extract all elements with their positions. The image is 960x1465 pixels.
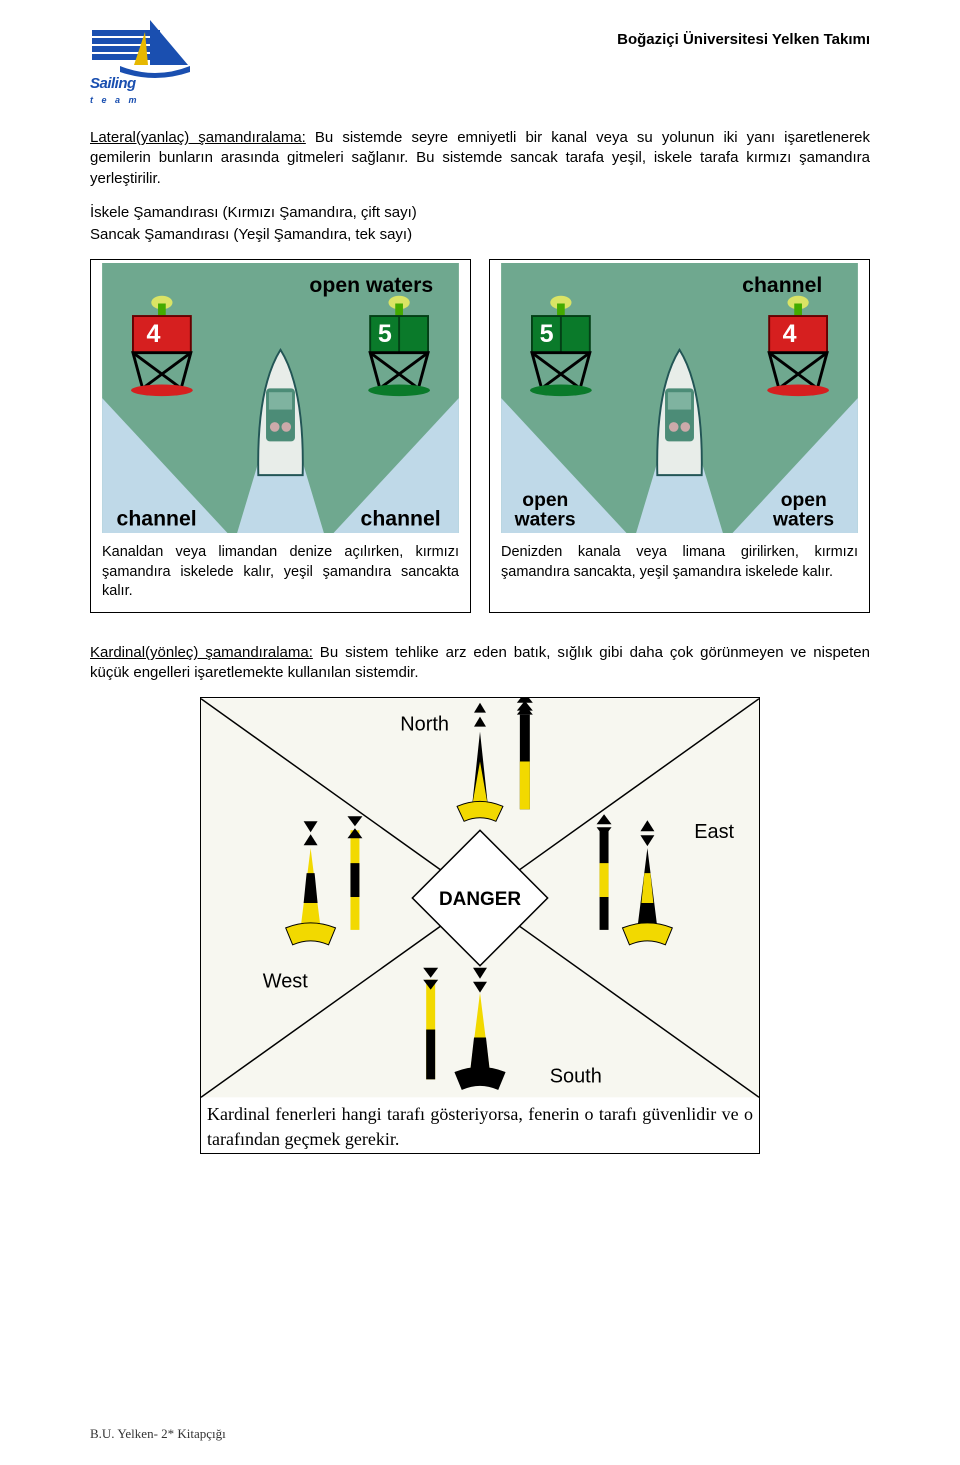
figure-left-box: open waters channel channel 4 [90,259,471,613]
svg-text:DANGER: DANGER [439,889,521,910]
cardinal-buoy-diagram: DANGER North East South West [201,698,759,1098]
svg-text:open: open [522,490,568,511]
svg-text:open waters: open waters [309,274,433,297]
svg-text:waters: waters [772,510,834,531]
starboard-buoy-line: Sancak Şamandırası (Yeşil Şamandıra, tek… [90,225,870,245]
figure-right-caption: Denizden kanala veya limana girilirken, … [493,543,866,582]
lateral-heading: Lateral(yanlaç) şamandıralama: [90,129,306,146]
lateral-buoy-diagram-to-sea: channel open waters open waters [493,263,866,533]
svg-text:4: 4 [783,320,797,348]
svg-text:open: open [781,490,827,511]
cardinal-caption: Kardinal fenerleri hangi tarafı gösteriy… [201,1098,759,1153]
page-footer: B.U. Yelken- 2* Kitapçığı [90,1425,226,1443]
svg-text:channel: channel [742,274,822,297]
lateral-intro-paragraph: Lateral(yanlaç) şamandıralama: Bu sistem… [90,128,870,189]
logo-main-text: Sailing [90,74,136,94]
cardinal-intro-paragraph: Kardinal(yönleç) şamandıralama: Bu siste… [90,643,870,684]
cardinal-heading: Kardinal(yönleç) şamandıralama: [90,644,313,661]
lateral-buoy-diagram-from-sea: open waters channel channel 4 [94,263,467,533]
lateral-figures-row: open waters channel channel 4 [90,259,870,613]
svg-text:waters: waters [514,510,576,531]
cardinal-figure-block: DANGER North East South West [200,697,760,1154]
logo-sub-text: t e a m [90,94,140,106]
figure-right-box: channel open waters open waters [489,259,870,613]
port-buoy-line: İskele Şamandırası (Kırmızı Şamandıra, ç… [90,203,870,223]
page-header: Sailing t e a m Boğaziçi Üniversitesi Ye… [90,20,870,100]
svg-text:5: 5 [378,320,392,348]
svg-text:channel: channel [117,508,197,531]
figure-left-caption: Kanaldan veya limandan denize açılırken,… [94,543,467,602]
svg-text:West: West [263,971,308,993]
svg-text:5: 5 [540,320,554,348]
svg-text:4: 4 [146,320,160,348]
svg-text:channel: channel [361,508,441,531]
logo: Sailing t e a m [90,20,200,100]
svg-text:East: East [694,822,734,844]
institution-name: Boğaziçi Üniversitesi Yelken Takımı [617,30,870,50]
svg-text:North: North [400,714,449,736]
svg-text:South: South [550,1066,602,1088]
